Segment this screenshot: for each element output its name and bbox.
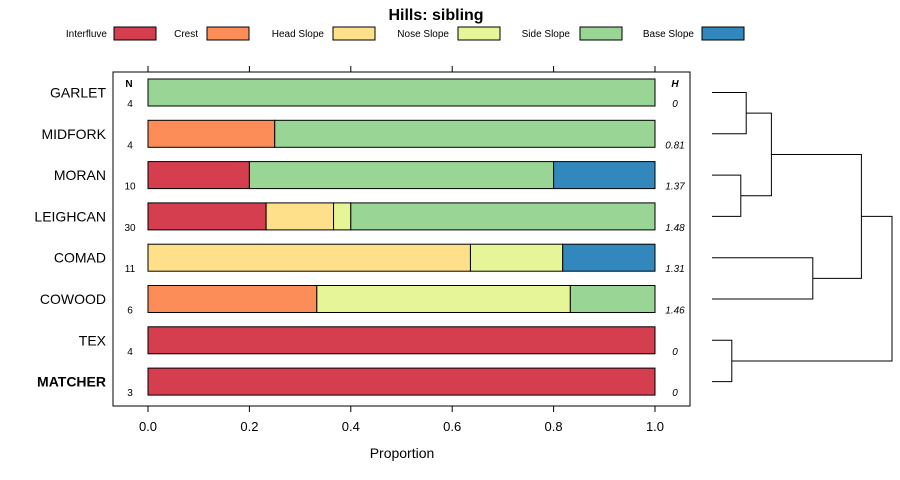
bar-segment-nose-slope: [316, 285, 571, 313]
row-label: LEIGHCAN: [34, 208, 106, 224]
bar-segment-interfluve: [147, 367, 656, 396]
bar-segment-head-slope: [265, 202, 335, 231]
row-midfork: MIDFORK 4 0.81: [41, 119, 685, 151]
bar-segment-crest: [147, 119, 276, 148]
row-label: COWOOD: [40, 291, 106, 307]
row-h-value: 1.37: [665, 182, 685, 193]
legend-label-head-slope: Head Slope: [272, 29, 325, 40]
bar-segment-side-slope: [274, 119, 656, 148]
bar-segment-side-slope: [147, 78, 656, 107]
row-n-value: 4: [127, 347, 133, 358]
x-tick-label: 0.6: [443, 419, 461, 434]
bar-segment-side-slope: [569, 285, 656, 313]
bar-segment-nose-slope: [469, 243, 564, 272]
row-h-value: 1.31: [665, 264, 684, 275]
legend-swatch-head-slope: [332, 26, 376, 41]
bar-segment-base-slope: [553, 161, 656, 190]
legend-swatch-interfluve: [113, 26, 157, 41]
row-matcher: MATCHER 3 0: [37, 367, 678, 399]
row-h-value: 0: [672, 99, 678, 110]
row-h-value: 1.48: [665, 223, 685, 234]
bar-segment-crest: [147, 285, 318, 313]
x-tick-label: 0.0: [139, 419, 157, 434]
row-h-value: 0: [672, 347, 678, 358]
dendrogram-branch: [712, 92, 747, 135]
x-tick-label: 0.4: [342, 419, 360, 434]
row-label: TEX: [79, 332, 107, 348]
row-n-value: 11: [125, 264, 136, 275]
legend-label-crest: Crest: [174, 29, 198, 40]
row-h-value: 0: [672, 388, 678, 399]
h-column-header: H: [671, 79, 679, 90]
row-h-value: 0.81: [665, 140, 684, 151]
legend-label-base-slope: Base Slope: [643, 29, 695, 40]
row-label: MORAN: [54, 167, 106, 183]
legend-label-nose-slope: Nose Slope: [397, 29, 449, 40]
dendrogram-branch: [740, 112, 772, 197]
dendrogram-branch: [771, 153, 862, 279]
n-column-header: N: [125, 79, 132, 90]
x-tick-label: 0.8: [545, 419, 563, 434]
row-moran: MORAN 10 1.37: [54, 161, 685, 193]
row-label: MATCHER: [37, 374, 106, 390]
bar-segment-base-slope: [562, 243, 656, 272]
dendrogram-branch: [712, 174, 742, 217]
row-n-value: 4: [127, 99, 133, 110]
legend-swatch-nose-slope: [457, 26, 501, 41]
bar-segment-head-slope: [147, 243, 471, 272]
bar-segment-side-slope: [350, 202, 656, 231]
bar-segment-interfluve: [147, 202, 267, 231]
bar-segment-nose-slope: [333, 202, 352, 231]
row-garlet: GARLET 4 0: [50, 78, 678, 110]
row-n-value: 10: [124, 182, 136, 193]
dendrogram-branch: [712, 257, 814, 300]
legend-label-side-slope: Side Slope: [522, 29, 571, 40]
dendrogram: [712, 92, 893, 383]
x-tick-label: 1.0: [646, 419, 664, 434]
row-n-value: 4: [127, 140, 133, 151]
bar-segment-side-slope: [248, 161, 555, 190]
row-label: MIDFORK: [41, 126, 106, 142]
row-n-value: 30: [124, 223, 136, 234]
legend-swatch-crest: [206, 26, 250, 41]
row-h-value: 1.46: [665, 306, 685, 317]
dendrogram-branch: [712, 339, 733, 383]
legend-swatch-base-slope: [701, 26, 745, 41]
legend-label-interfluve: Interfluve: [66, 29, 108, 40]
row-cowood: COWOOD 6 1.46: [40, 285, 685, 317]
legend: Interfluve Crest Head Slope Nose Slope Side …: [66, 26, 745, 41]
row-tex: TEX 4 0: [79, 326, 678, 358]
plot-frame: [112, 71, 691, 407]
row-leighcan: LEIGHCAN 30 1.48: [34, 202, 685, 234]
bar-segment-interfluve: [147, 326, 656, 355]
x-axis-title: Proportion: [370, 445, 435, 461]
row-comad: COMAD 11 1.31: [54, 243, 685, 275]
x-tick-label: 0.2: [240, 419, 258, 434]
row-n-value: 3: [127, 388, 133, 399]
bar-segment-interfluve: [147, 161, 250, 190]
row-n-value: 6: [127, 306, 133, 317]
x-axis: 0.0 0.2 0.4 0.6 0.8 1.0: [139, 66, 664, 434]
dendrogram-branch: [731, 215, 893, 362]
chart-title: Hills: sibling: [388, 7, 483, 24]
row-label: COMAD: [54, 250, 106, 266]
row-label: GARLET: [50, 85, 106, 101]
rows: GARLET 4 0 MIDFORK 4 0.81 MORAN 10 1.37 LEIGHCAN 3…: [34, 78, 685, 399]
legend-swatch-side-slope: [579, 26, 623, 41]
